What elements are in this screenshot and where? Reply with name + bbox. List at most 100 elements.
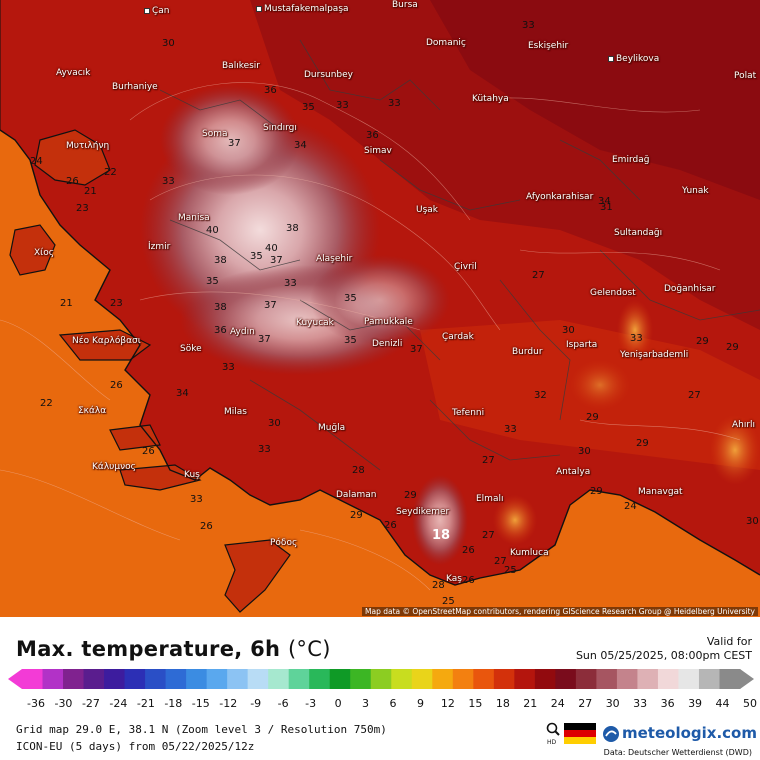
scale-cell bbox=[206, 669, 228, 689]
place-rodos: Ρόδος bbox=[270, 538, 298, 548]
scale-tick-label: -15 bbox=[191, 697, 210, 710]
place-manisa: Manisa bbox=[178, 213, 210, 223]
hd-label: HD bbox=[547, 739, 557, 746]
temp-label: 27 bbox=[482, 455, 495, 466]
temp-label: 35 bbox=[302, 102, 315, 113]
color-scale bbox=[8, 669, 754, 689]
scale-tick-label: -6 bbox=[277, 697, 289, 710]
place-can: Çan bbox=[144, 6, 170, 16]
scale-tick-label: -27 bbox=[81, 697, 100, 710]
temp-label: 38 bbox=[286, 223, 299, 234]
scale-tick-label: -30 bbox=[54, 697, 73, 710]
scale-tick-label: -3 bbox=[305, 697, 317, 710]
place-seydikemer: Seydikemer bbox=[396, 507, 450, 517]
temp-label: 26 bbox=[384, 520, 397, 531]
temp-label: 33 bbox=[190, 494, 203, 505]
temp-label: 38 bbox=[214, 302, 227, 313]
scale-cell bbox=[350, 669, 372, 689]
scale-cell bbox=[596, 669, 618, 689]
scale-cell bbox=[698, 669, 720, 689]
temp-label: 35 bbox=[344, 335, 357, 346]
place-cardak: Çardak bbox=[442, 332, 474, 342]
temp-label: 24 bbox=[30, 156, 43, 167]
place-ahirli: Ahırlı bbox=[732, 420, 756, 430]
temp-label: 29 bbox=[726, 342, 739, 353]
scale-cell bbox=[104, 669, 126, 689]
temp-label: 26 bbox=[462, 575, 475, 586]
scale-tick-label: -18 bbox=[164, 697, 183, 710]
place-balikesir: Balıkesir bbox=[222, 61, 261, 71]
temp-label: 29 bbox=[350, 510, 363, 521]
place-mustafakemalpasa: Mustafakemalpaşa bbox=[256, 4, 349, 14]
place-skala: Σκάλα bbox=[78, 406, 107, 416]
scale-cell bbox=[391, 669, 413, 689]
place-kas: Kaş bbox=[446, 574, 462, 584]
island-rhodes bbox=[224, 539, 291, 613]
title-text: Max. temperature, 6h bbox=[16, 637, 281, 661]
island-kalymnos bbox=[109, 424, 161, 451]
place-civril: Çivril bbox=[454, 262, 477, 272]
scale-cell bbox=[83, 669, 105, 689]
temp-label: 29 bbox=[636, 438, 649, 449]
scale-ticks: -36 -30 -27 -24 -21 -18 -15 -12 -9 -6 -3 0 3 6 9 12 15 18… bbox=[0, 697, 760, 711]
scale-cell bbox=[637, 669, 659, 689]
temp-label: 29 bbox=[404, 490, 417, 501]
legend-footer: Max. temperature, 6h (°C) Valid for Sun … bbox=[0, 617, 760, 760]
meteologix-logo-icon bbox=[603, 726, 619, 742]
temp-label: 38 bbox=[214, 255, 227, 266]
temp-label: 35 bbox=[250, 251, 263, 262]
coastline bbox=[0, 129, 760, 586]
place-milas: Milas bbox=[224, 407, 247, 417]
temp-label: 21 bbox=[84, 186, 97, 197]
temp-label: 33 bbox=[504, 424, 517, 435]
temp-label: 26 bbox=[66, 176, 79, 187]
scale-cell bbox=[657, 669, 679, 689]
place-kalymnos: Κάλυμνος bbox=[92, 462, 136, 472]
place-elmali: Elmalı bbox=[476, 494, 504, 504]
temp-label: 26 bbox=[110, 380, 123, 391]
place-kumluca: Kumluca bbox=[510, 548, 549, 558]
place-domanic: Domaniç bbox=[426, 38, 466, 48]
brand-name[interactable]: meteologix.com bbox=[622, 724, 757, 742]
temp-label: 28 bbox=[352, 465, 365, 476]
temp-label: 33 bbox=[162, 176, 175, 187]
scale-tick-label: -9 bbox=[250, 697, 262, 710]
place-yenisarbademli: Yenişarbademli bbox=[620, 350, 689, 360]
place-burdur: Burdur bbox=[512, 347, 543, 357]
data-source: Data: Deutscher Wetterdienst (DWD) bbox=[603, 748, 752, 757]
temp-label: 25 bbox=[442, 596, 455, 607]
temp-label: 29 bbox=[590, 486, 603, 497]
place-mytilene: Μυτιλήνη bbox=[66, 141, 110, 151]
place-emirdag: Emirdağ bbox=[612, 155, 650, 165]
place-isparta: Isparta bbox=[566, 340, 598, 350]
place-eskisehir: Eskişehir bbox=[528, 41, 569, 51]
scale-cell bbox=[514, 669, 536, 689]
brand-block[interactable]: HD meteologix.com bbox=[546, 721, 757, 747]
scale-tick-label: 50 bbox=[743, 697, 757, 710]
place-doganhisar: Doğanhisar bbox=[664, 284, 716, 294]
place-dalaman: Dalaman bbox=[336, 490, 377, 500]
temp-label: 31 bbox=[600, 202, 613, 213]
scale-tick-label: -12 bbox=[219, 697, 238, 710]
temp-label: 22 bbox=[104, 167, 117, 178]
place-gelendost: Gelendost bbox=[590, 288, 636, 298]
temp-label: 35 bbox=[344, 293, 357, 304]
island-kos bbox=[119, 464, 202, 491]
valid-time-block: Valid for Sun 05/25/2025, 08:00pm CEST bbox=[576, 635, 752, 663]
place-afyonkarahisar: Afyonkarahisar bbox=[526, 192, 594, 202]
temp-label: 18 bbox=[432, 528, 451, 543]
scale-cell bbox=[678, 669, 700, 689]
temp-label: 27 bbox=[482, 530, 495, 541]
temp-label: 37 bbox=[410, 344, 423, 355]
temp-label: 30 bbox=[162, 38, 175, 49]
scale-cell bbox=[411, 669, 433, 689]
place-chios: Χίος bbox=[34, 248, 54, 258]
scale-cell bbox=[329, 669, 351, 689]
temp-label: 36 bbox=[366, 130, 379, 141]
temperature-map[interactable]: Çan Mustafakemalpaşa Bursa Ayvacık Burha… bbox=[0, 0, 760, 617]
temp-label: 27 bbox=[688, 390, 701, 401]
place-bursa: Bursa bbox=[392, 0, 418, 10]
search-hd-icon[interactable]: HD bbox=[546, 721, 562, 747]
temp-label: 40 bbox=[206, 225, 219, 236]
temp-label: 22 bbox=[40, 398, 53, 409]
